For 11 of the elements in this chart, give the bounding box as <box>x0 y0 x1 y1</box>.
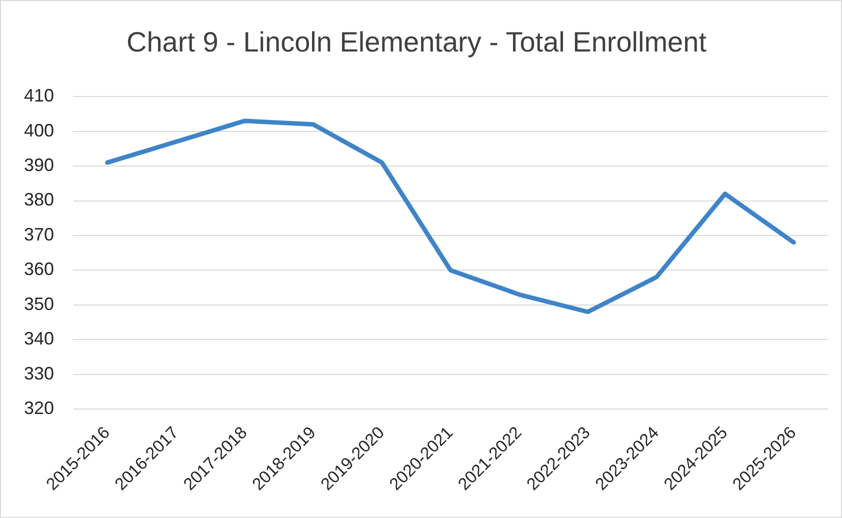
y-tick-label: 370 <box>24 224 54 244</box>
y-tick-label: 340 <box>24 328 54 349</box>
y-tick-label: 350 <box>24 294 54 314</box>
y-tick-label: 400 <box>24 120 54 140</box>
y-tick-label: 380 <box>24 190 54 210</box>
y-tick-label: 320 <box>24 398 54 418</box>
y-tick-label: 410 <box>24 86 54 106</box>
chart-title: Chart 9 - Lincoln Elementary - Total Enrollment <box>126 26 707 58</box>
y-tick-label: 360 <box>24 259 54 280</box>
y-tick-label: 390 <box>24 155 54 176</box>
y-tick-label: 330 <box>24 363 54 384</box>
